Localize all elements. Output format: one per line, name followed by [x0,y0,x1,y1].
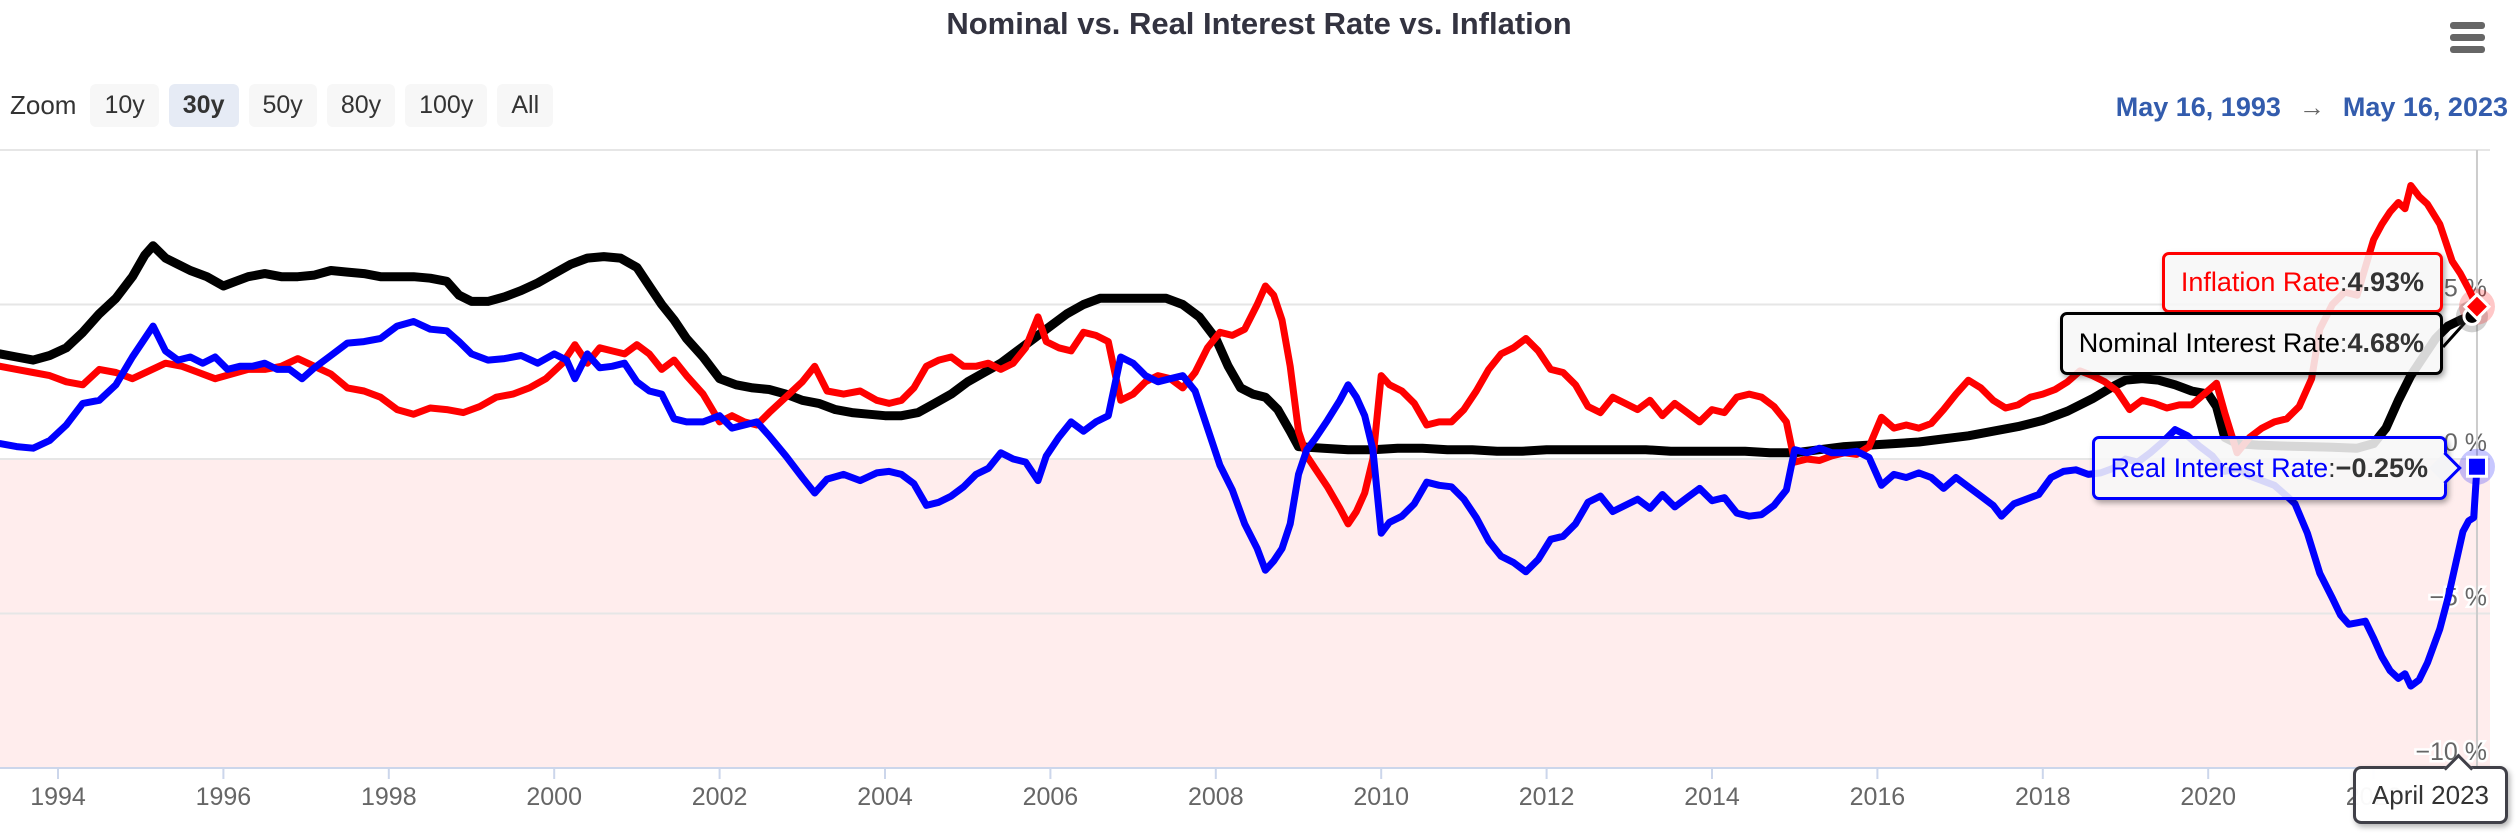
series-nominal-interest-rate[interactable] [0,241,2482,458]
hamburger-menu-icon[interactable] [2450,22,2485,58]
x-axis-label-2010: 2010 [1353,783,1409,811]
zoom-label: Zoom [10,90,77,120]
x-axis-label-2016: 2016 [1850,783,1906,811]
x-cursor-tooltip: April 2023 [2352,753,2508,824]
x-axis-label-2014: 2014 [1684,783,1740,811]
range-arrow-icon: → [2298,92,2325,122]
x-axis-label-2000: 2000 [526,783,582,811]
real-marker[interactable] [2465,455,2488,478]
zoom-button-100y[interactable]: 100y [405,84,488,127]
x-axis-label-2012: 2012 [1519,783,1575,811]
y-axis-label--5: −5 % [2429,584,2487,612]
zoom-button-80y[interactable]: 80y [326,84,396,127]
x-axis-label-2020: 2020 [2180,783,2236,811]
zoom-button-group: 10y 30y 50y 80y 100y All [90,84,563,127]
zoom-button-10y[interactable]: 10y [90,84,159,127]
real-rate-tooltip: Real Interest Rate: −0.25% [2091,436,2462,500]
range-start-input[interactable]: May 16, 1993 [2115,92,2281,122]
x-axis-label-2018: 2018 [2015,783,2071,811]
x-axis-label-1994: 1994 [30,783,86,811]
x-axis-label-1998: 1998 [361,783,417,811]
nominal-rate-tooltip: Nominal Interest Rate: 4.68% [2059,312,2443,375]
real-rate-value: −0.25% [2335,452,2428,483]
y-axis-label-0: 0 % [2444,429,2487,457]
x-axis-label-2004: 2004 [857,783,913,811]
chart-title: Nominal vs. Real Interest Rate vs. Infla… [946,6,1572,41]
zoom-button-30y[interactable]: 30y [168,84,239,127]
x-axis-label-2006: 2006 [1023,783,1079,811]
inflation-rate-tooltip: Inflation Rate: 4.93% [2161,252,2443,313]
x-axis-label-1996: 1996 [196,783,252,811]
series-inflation-rate[interactable] [0,182,2481,528]
range-selector: Zoom 10y 30y 50y 80y 100y All [10,84,563,127]
inflation-marker[interactable] [2462,292,2492,321]
x-cursor-label: April 2023 [2371,779,2489,810]
range-end-input[interactable]: May 16, 2023 [2342,92,2508,122]
zoom-button-50y[interactable]: 50y [248,84,317,127]
x-axis-label-2008: 2008 [1188,783,1244,811]
zoom-button-All[interactable]: All [497,84,554,127]
date-range: May 16, 1993 → May 16, 2023 [2116,92,2508,123]
inflation-rate-label: Inflation Rate [2180,267,2340,297]
real-rate-label: Real Interest Rate [2110,452,2329,483]
inflation-rate-value: 4.93% [2347,267,2424,297]
nominal-rate-value: 4.68% [2347,328,2424,358]
x-axis-label-2002: 2002 [692,783,748,811]
nominal-rate-label: Nominal Interest Rate [2078,328,2340,358]
